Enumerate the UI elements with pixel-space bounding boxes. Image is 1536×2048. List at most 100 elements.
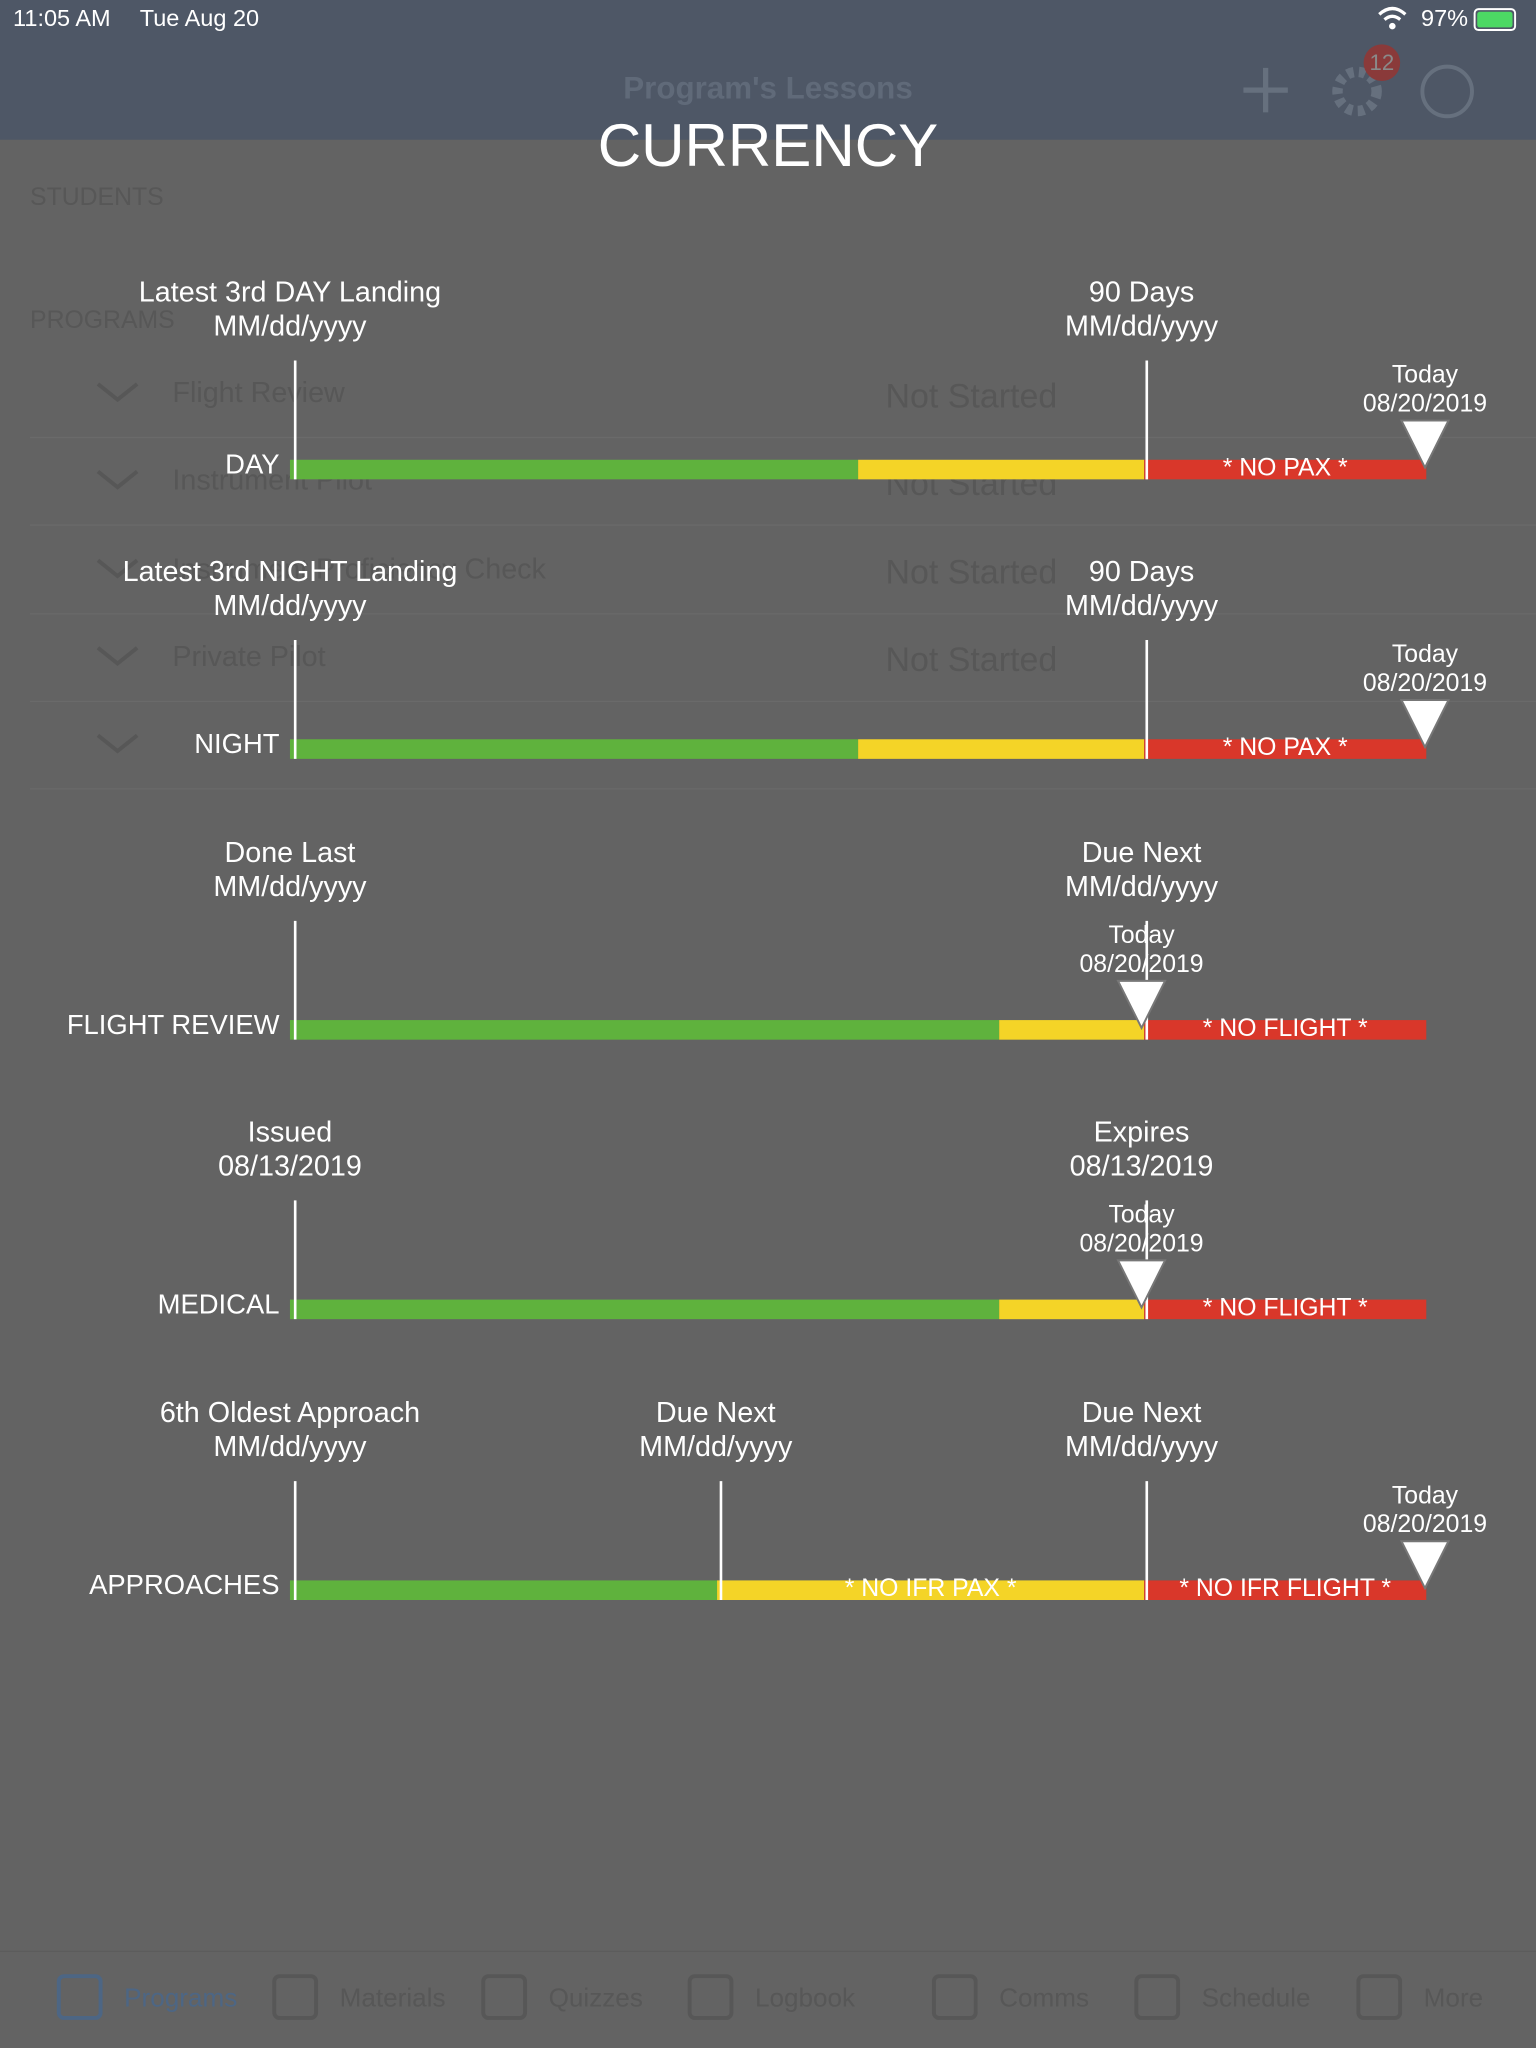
program-name[interactable]: Private Pilot (172, 641, 325, 673)
tab-icon (56, 1974, 103, 2020)
tab-label[interactable]: Materials (340, 1983, 446, 2013)
today-title: Today (1392, 641, 1459, 668)
bar-yellow (858, 459, 1145, 480)
wifi-icon (1378, 6, 1407, 21)
today-title: Today (1392, 1482, 1459, 1509)
row-label: FLIGHT REVIEW (67, 1009, 280, 1040)
today-date: 08/20/2019 (1079, 951, 1203, 978)
bar-red (1144, 1580, 1427, 1600)
marker-date: MM/dd/yyyy (1065, 310, 1219, 342)
warning-label: * NO IFR FLIGHT * (1179, 1575, 1391, 1602)
background-screen: STUDENTS PROGRAMS Flight Review Not Started… (0, 184, 1536, 2020)
bar-red (1144, 1299, 1427, 1320)
program-status: Not Started (886, 377, 1058, 415)
bar-yellow (999, 1020, 1145, 1040)
badge-count: 12 (1370, 50, 1395, 75)
marker-date: MM/dd/yyyy (1065, 590, 1219, 622)
marker-date: MM/dd/yyyy (213, 871, 367, 903)
bar-red (1144, 459, 1427, 480)
battery-percent: 97% (1421, 5, 1468, 31)
marker-title: Due Next (656, 1397, 776, 1429)
today-date: 08/20/2019 (1363, 670, 1487, 697)
tab-label[interactable]: Programs (124, 1983, 237, 2013)
dashboard-button[interactable] (1420, 64, 1474, 119)
marker-date: MM/dd/yyyy (1065, 1431, 1219, 1463)
chevron (96, 382, 139, 403)
tab-icon (481, 1974, 528, 2020)
tab-label[interactable]: Logbook (755, 1983, 856, 2013)
warning-label: * NO FLIGHT * (1203, 1294, 1368, 1321)
chevron (96, 733, 139, 754)
chevron (96, 469, 139, 490)
bar-yellow (999, 1299, 1145, 1320)
marker-title: Due Next (1082, 1397, 1202, 1429)
battery-icon (1473, 8, 1517, 32)
status-date: Tue Aug 20 (140, 5, 259, 31)
row-label: MEDICAL (158, 1288, 280, 1319)
warning-label: * NO PAX * (1223, 454, 1348, 481)
tab-label[interactable]: Schedule (1202, 1983, 1311, 2013)
bar-green (289, 739, 859, 759)
marker-date: MM/dd/yyyy (213, 310, 367, 342)
tab-icon (1356, 1974, 1403, 2020)
tab-label[interactable]: Quizzes (549, 1983, 643, 2013)
warning-label: * NO IFR PAX * (845, 1575, 1017, 1602)
chevron (96, 646, 139, 667)
marker-date: MM/dd/yyyy (213, 1431, 367, 1463)
marker-date: 08/13/2019 (1070, 1150, 1214, 1182)
tab-label[interactable]: More (1424, 1983, 1484, 2013)
today-marker (1116, 979, 1167, 1031)
bar-green (289, 459, 859, 480)
today-title: Today (1108, 922, 1175, 949)
marker-date: MM/dd/yyyy (1065, 871, 1219, 903)
bar-yellow (858, 739, 1145, 759)
wifi-dot (1389, 22, 1396, 30)
bar-red (1144, 739, 1427, 759)
tab-icon (1134, 1974, 1181, 2020)
marker-date: MM/dd/yyyy (639, 1431, 793, 1463)
today-date: 08/20/2019 (1363, 390, 1487, 417)
marker-date: 08/13/2019 (218, 1150, 362, 1182)
bar-green (289, 1299, 1000, 1320)
program-status: Not Started (886, 554, 1058, 592)
marker-title: 90 Days (1089, 276, 1194, 308)
bar-yellow (717, 1580, 1145, 1600)
chevron (96, 558, 139, 579)
today-title: Today (1108, 1202, 1175, 1229)
add-button[interactable] (1243, 67, 1288, 113)
warning-label: * NO PAX * (1223, 734, 1348, 761)
tab-icon (931, 1974, 978, 2020)
overlay-title: CURRENCY (598, 112, 938, 179)
row-label: DAY (225, 449, 279, 480)
battery-level (1477, 11, 1513, 28)
today-marker (1116, 1259, 1167, 1310)
section-header: STUDENTS (30, 184, 164, 211)
bar-green (289, 1020, 1000, 1040)
tab-label[interactable]: Comms (999, 1983, 1089, 2013)
today-date: 08/20/2019 (1363, 1511, 1487, 1538)
program-name[interactable]: Flight Review (172, 377, 345, 409)
program-name[interactable]: Instrument Proficiency Check (172, 553, 546, 585)
nav-title: Program's Lessons (623, 70, 913, 105)
settings-button[interactable] (1332, 66, 1382, 117)
status-time: 11:05 AM (13, 5, 111, 31)
marker-title: 6th Oldest Approach (160, 1397, 420, 1429)
marker-title: Latest 3rd NIGHT Landing (123, 556, 458, 588)
marker-title: 90 Days (1089, 556, 1194, 588)
today-marker (1399, 699, 1451, 750)
today-marker (1399, 1540, 1451, 1591)
warning-label: * NO FLIGHT * (1203, 1015, 1368, 1042)
marker-title: Latest 3rd DAY Landing (139, 276, 441, 308)
marker-title: Issued (248, 1116, 333, 1148)
marker-title: Done Last (224, 837, 355, 869)
marker-title: Due Next (1082, 837, 1202, 869)
tab-icon (687, 1974, 734, 2020)
bar-green (289, 1580, 718, 1600)
row-label: NIGHT (194, 728, 280, 759)
today-title: Today (1392, 362, 1459, 389)
bar-red (1144, 1020, 1427, 1040)
marker-date: MM/dd/yyyy (213, 590, 367, 622)
